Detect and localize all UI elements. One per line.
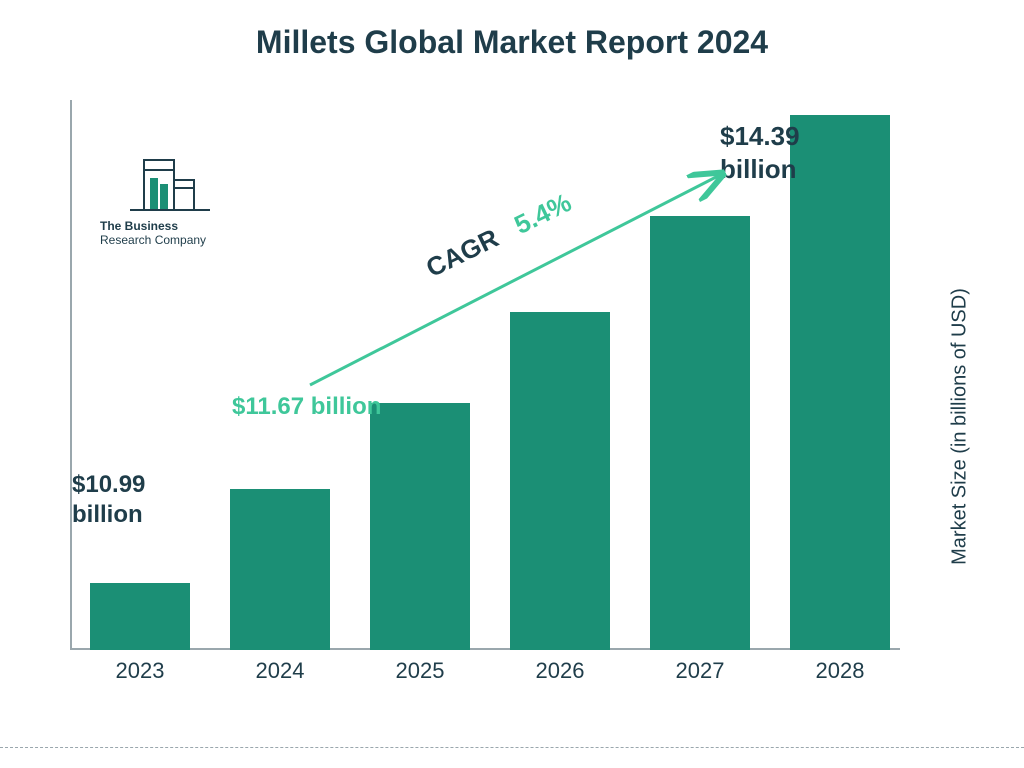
footer-dashed-separator: [0, 747, 1024, 748]
bar-2026: [510, 312, 610, 650]
x-tick-2025: 2025: [370, 658, 470, 684]
x-tick-2024: 2024: [230, 658, 330, 684]
value-label-2028: $14.39 billion: [720, 120, 870, 185]
x-axis-labels: 2023 2024 2025 2026 2027 2028: [70, 650, 900, 690]
chart-title: Millets Global Market Report 2024: [0, 24, 1024, 61]
bar-2023: [90, 583, 190, 650]
y-axis-title: Market Size (in billions of USD): [949, 267, 972, 587]
chart-container: Millets Global Market Report 2024 The Bu…: [0, 0, 1024, 768]
bar-2028: [790, 115, 890, 650]
bar-2025: [370, 403, 470, 651]
value-label-2024: $11.67 billion: [232, 392, 381, 422]
bar-2024: [230, 489, 330, 650]
x-tick-2028: 2028: [790, 658, 890, 684]
chart-plot-area: 2023 2024 2025 2026 2027 2028: [70, 100, 900, 690]
x-tick-2027: 2027: [650, 658, 750, 684]
value-label-2023: $10.99 billion: [72, 470, 222, 530]
x-tick-2023: 2023: [90, 658, 190, 684]
x-tick-2026: 2026: [510, 658, 610, 684]
bar-2027: [650, 216, 750, 651]
